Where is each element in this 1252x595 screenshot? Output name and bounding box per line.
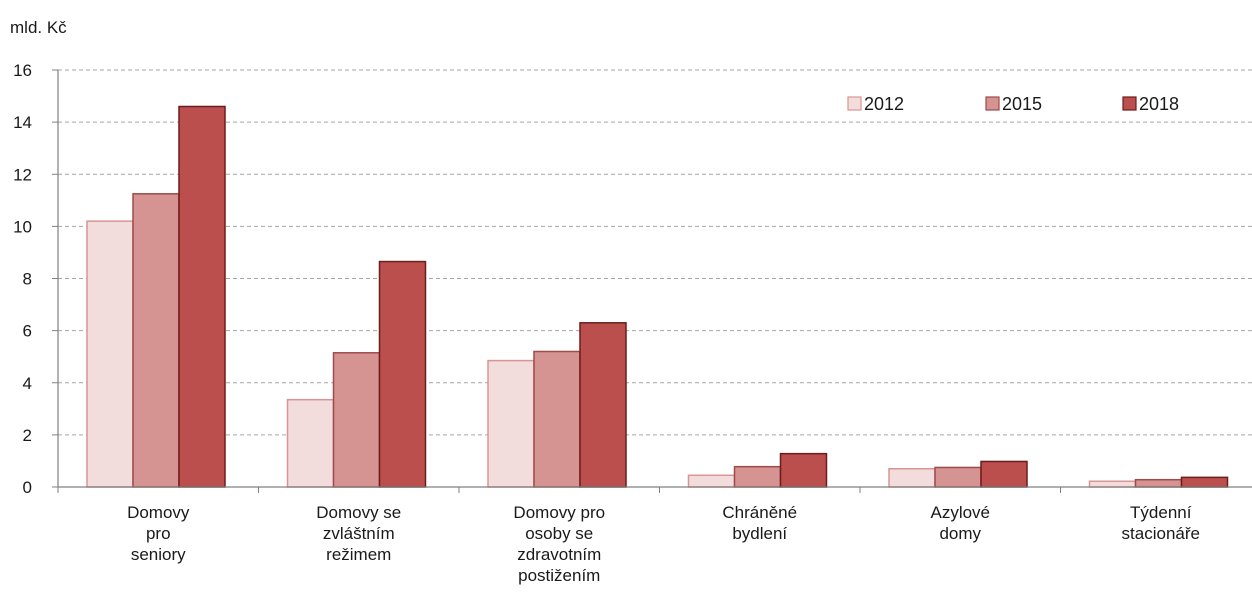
x-category-label: Domovy pro osoby se zdravotním postižením [513, 503, 605, 585]
y-tick-label: 12 [13, 165, 32, 184]
bar-2015-1 [132, 193, 180, 488]
y-axis-ticks: 0 2 4 6 8 10 12 14 16 [13, 61, 58, 497]
legend-swatch-2015 [985, 96, 1000, 111]
axes [57, 70, 1252, 493]
y-tick-label: 8 [23, 270, 32, 289]
legend-label-2012: 2012 [864, 94, 904, 114]
bars [86, 105, 1229, 488]
legend-label-2015: 2015 [1002, 94, 1042, 114]
y-tick-label: 6 [23, 322, 32, 341]
bar-2012-4 [687, 474, 736, 488]
y-axis-unit-label: mld. Kč [10, 18, 67, 37]
bar-2015-5 [934, 466, 982, 488]
legend-label-2018: 2018 [1139, 94, 1179, 114]
gridlines [58, 69, 1252, 436]
bar-2012-3 [487, 359, 535, 488]
bar-2018-6 [1180, 476, 1229, 488]
y-tick-label: 16 [13, 61, 32, 80]
x-category-label: Domovy se zvláštním režimem [316, 503, 401, 564]
bar-2012-2 [286, 398, 335, 488]
y-tick-label: 10 [13, 217, 32, 236]
bar-2012-6 [1088, 480, 1137, 488]
y-tick-label: 0 [23, 478, 32, 497]
x-category-label: Domovy pro seniory [127, 503, 190, 564]
bar-2012-1 [86, 220, 134, 488]
x-axis-labels: Domovy pro seniory Domovy se zvláštním režime… [127, 503, 1200, 585]
bar-2018-2 [378, 260, 427, 488]
bar-2018-3 [579, 322, 627, 488]
bar-2012-5 [888, 468, 936, 488]
bar-2018-4 [779, 452, 828, 488]
bar-2015-3 [533, 350, 581, 488]
y-tick-label: 2 [23, 426, 32, 445]
x-category-label: Azylové domy [930, 503, 990, 543]
bar-2015-6 [1134, 478, 1183, 488]
bar-2018-1 [178, 105, 226, 488]
bar-2015-4 [733, 465, 782, 488]
legend: 2012 2015 2018 [847, 94, 1179, 114]
y-tick-label: 14 [13, 113, 32, 132]
legend-swatch-2012 [847, 96, 862, 111]
legend-swatch-2018 [1122, 96, 1137, 111]
bar-2018-5 [980, 460, 1028, 488]
bar-2015-2 [332, 352, 381, 488]
y-tick-label: 4 [23, 374, 32, 393]
x-category-label: Týdenní stacionáře [1122, 503, 1200, 543]
x-category-label: Chráněné bydlení [722, 503, 797, 543]
